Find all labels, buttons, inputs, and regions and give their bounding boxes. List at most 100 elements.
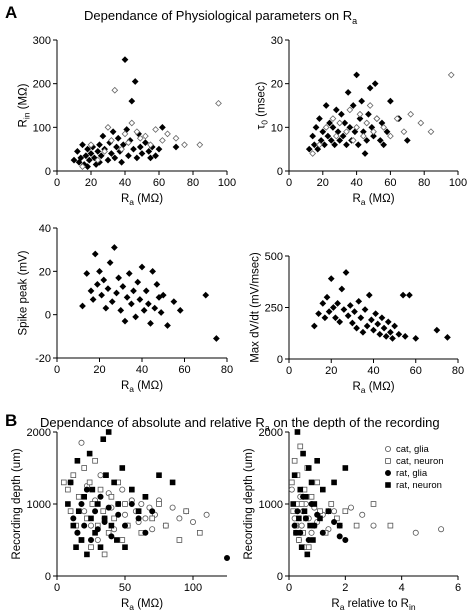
- legend-label: rat, glia: [396, 468, 428, 479]
- data-point: [156, 501, 162, 507]
- data-point: [135, 508, 142, 514]
- data-point: [359, 328, 367, 336]
- data-point: [304, 551, 311, 558]
- data-point: [106, 259, 114, 267]
- data-point: [119, 486, 126, 493]
- legend-item: rat, neuron: [385, 480, 442, 491]
- data-point: [111, 479, 117, 486]
- data-point: [155, 293, 163, 301]
- data-point: [138, 500, 145, 507]
- x-tick-label: 0: [54, 364, 60, 376]
- panel-a-label: A: [5, 3, 17, 22]
- series-4: [65, 429, 176, 558]
- data-point: [113, 143, 120, 151]
- data-point: [86, 450, 93, 457]
- data-point: [101, 147, 108, 155]
- data-point: [97, 544, 104, 550]
- data-point: [301, 508, 308, 514]
- data-point: [347, 504, 354, 511]
- data-point: [356, 115, 364, 122]
- data-point: [196, 530, 203, 536]
- data-point: [340, 306, 348, 313]
- data-point: [342, 269, 350, 276]
- panel-b-title: Dependance of absolute and relative Ra o…: [40, 415, 440, 433]
- y-tick-label: 40: [39, 223, 51, 235]
- x-axis-label: Ra (MΩ): [352, 381, 394, 395]
- data-point: [290, 501, 297, 507]
- data-point: [136, 296, 144, 303]
- legend-marker: [385, 482, 391, 488]
- data-point: [142, 287, 150, 295]
- data-point: [389, 335, 396, 342]
- data-point: [77, 154, 85, 162]
- data-point: [122, 522, 129, 529]
- data-point: [433, 326, 441, 334]
- x-tick-label: 4: [399, 582, 405, 594]
- scatter-plot-2: 0 20 40 60 80 100 0 10 20 30 Ra (MΩ) τ0 (msec): [256, 35, 468, 207]
- data-point: [164, 322, 171, 329]
- data-point: [88, 515, 94, 522]
- legend-item: cat, glia: [384, 444, 429, 455]
- data-point: [176, 537, 183, 543]
- data-point: [159, 291, 167, 299]
- data-point: [152, 152, 159, 160]
- data-point: [354, 141, 362, 149]
- y-tick-label: 30: [271, 35, 283, 47]
- data-point: [349, 137, 357, 144]
- data-point: [87, 287, 95, 295]
- data-point: [395, 330, 403, 338]
- data-point: [387, 132, 394, 140]
- data-point: [383, 128, 391, 136]
- x-tick-label: 20: [325, 365, 337, 377]
- data-point: [334, 515, 340, 522]
- data-point: [203, 511, 210, 518]
- data-point: [159, 137, 166, 144]
- legend-label: rat, neuron: [396, 480, 442, 491]
- data-point: [393, 115, 401, 122]
- data-point: [70, 156, 78, 164]
- data-point: [97, 486, 104, 493]
- data-point: [152, 126, 159, 133]
- data-point: [326, 119, 333, 127]
- data-point: [128, 500, 135, 507]
- x-tick-label: 60: [410, 365, 422, 377]
- data-point: [387, 328, 394, 336]
- data-point: [128, 97, 136, 105]
- data-point: [384, 318, 392, 326]
- series-3: [70, 486, 230, 562]
- data-point: [94, 537, 101, 544]
- data-point: [103, 472, 109, 478]
- data-point: [119, 537, 126, 543]
- x-tick-label: 6: [455, 582, 461, 594]
- data-point: [380, 141, 388, 149]
- data-point: [334, 300, 341, 307]
- data-point: [94, 156, 102, 164]
- data-point: [108, 150, 115, 157]
- x-tick-label: 80: [452, 365, 464, 377]
- data-point: [83, 486, 90, 493]
- data-point: [349, 319, 356, 327]
- data-point: [149, 267, 156, 275]
- data-point: [297, 486, 304, 493]
- y-tick-label: 0: [277, 166, 283, 178]
- data-point: [119, 465, 126, 471]
- data-point: [319, 128, 327, 136]
- data-point: [329, 304, 337, 311]
- data-point: [342, 508, 349, 514]
- data-point: [297, 443, 304, 450]
- data-point: [97, 472, 104, 479]
- data-point: [138, 263, 146, 271]
- data-point: [100, 276, 108, 284]
- panel-b-title-main: Dependance of absolute and relative R: [40, 415, 265, 430]
- legend-item: cat, neuron: [385, 456, 444, 467]
- data-point: [309, 132, 317, 140]
- data-point: [169, 504, 176, 511]
- data-point: [125, 152, 132, 160]
- data-point: [136, 143, 144, 151]
- data-point: [84, 145, 91, 153]
- data-point: [294, 508, 301, 515]
- data-point: [312, 123, 320, 131]
- data-point: [147, 141, 154, 149]
